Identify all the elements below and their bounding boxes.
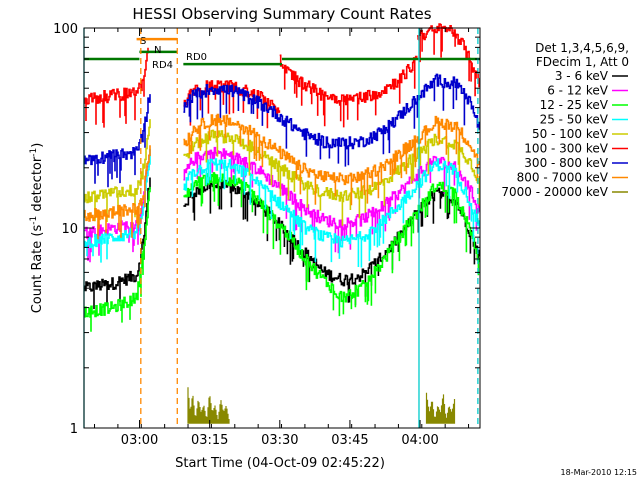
y-tick-label-3: 100	[53, 22, 78, 37]
state-label-s: S	[140, 36, 146, 47]
series-3-segment-2	[183, 172, 481, 317]
state-label-rd0: RD0	[186, 52, 207, 63]
chart-title: HESSI Observing Summary Count Rates	[132, 5, 431, 23]
legend-label-8: 800 - 7000 keV	[517, 171, 609, 185]
x-tick-label-2: 03:15	[191, 433, 228, 448]
series-9-segment-1	[187, 387, 230, 424]
y-tick-label-2: 10	[61, 222, 78, 237]
state-label-n: N	[154, 45, 161, 56]
legend-label-4: 25 - 50 keV	[540, 113, 609, 127]
series-3-segment-1	[84, 187, 151, 332]
series-7-segment-1	[84, 94, 151, 188]
state-layer: S RD0 N RD4	[84, 36, 480, 71]
series-6-segment-3	[279, 54, 418, 128]
x-tick-label-4: 03:45	[331, 433, 368, 448]
series-8-segment-1	[84, 145, 151, 240]
legend: Det 1,3,4,5,6,9, FDecim 1, Att 0 3 - 6 k…	[501, 41, 629, 199]
series-7-segment-2	[183, 73, 481, 167]
series-7	[84, 73, 481, 188]
series-9-segment-2	[425, 392, 456, 424]
series-9	[187, 387, 456, 424]
series-6-segment-2	[183, 80, 281, 129]
x-axis-label: Start Time (04-Oct-09 02:45:22)	[175, 456, 385, 471]
state-label-rd4: RD4	[152, 60, 173, 71]
series-5-segment-2	[183, 129, 481, 226]
y-axis-label-end: )	[30, 143, 45, 148]
legend-header-2: FDecim 1, Att 0	[536, 55, 629, 69]
y-axis-label-sup1: -1	[29, 216, 39, 225]
series-layer	[84, 23, 481, 424]
y-tick-label-1: 1	[70, 422, 78, 437]
legend-label-7: 300 - 800 keV	[524, 156, 608, 170]
legend-label-5: 50 - 100 keV	[532, 127, 609, 141]
timestamp: 18-Mar-2010 12:15	[561, 468, 638, 477]
y-axis-label-mid: detector	[30, 156, 45, 216]
y-axis-label: Count Rate (s-1 detector-1)	[29, 143, 45, 314]
x-tick-label-3: 03:30	[261, 433, 298, 448]
x-tick-label-1: 03:00	[121, 433, 158, 448]
legend-label-1: 3 - 6 keV	[555, 69, 609, 83]
series-4-segment-2	[183, 158, 481, 268]
legend-header-1: Det 1,3,4,5,6,9,	[535, 41, 629, 55]
legend-label-9: 7000 - 20000 keV	[501, 185, 608, 199]
y-axis-label-sup2: -1	[29, 148, 39, 157]
legend-label-3: 12 - 25 keV	[540, 98, 609, 112]
series-1-segment-1	[84, 177, 151, 310]
y-axis-label-main: Count Rate (s	[30, 225, 45, 314]
x-tick-label-5: 04:00	[401, 433, 438, 448]
legend-label-2: 6 - 12 keV	[547, 84, 609, 98]
legend-label-6: 100 - 300 keV	[524, 142, 608, 156]
series-6-segment-1	[84, 47, 149, 128]
series-8-segment-2	[183, 113, 481, 206]
tick-layer: 03:00 03:15 03:30 03:45 04:00 1 10 100	[53, 22, 480, 448]
series-8	[84, 113, 481, 240]
